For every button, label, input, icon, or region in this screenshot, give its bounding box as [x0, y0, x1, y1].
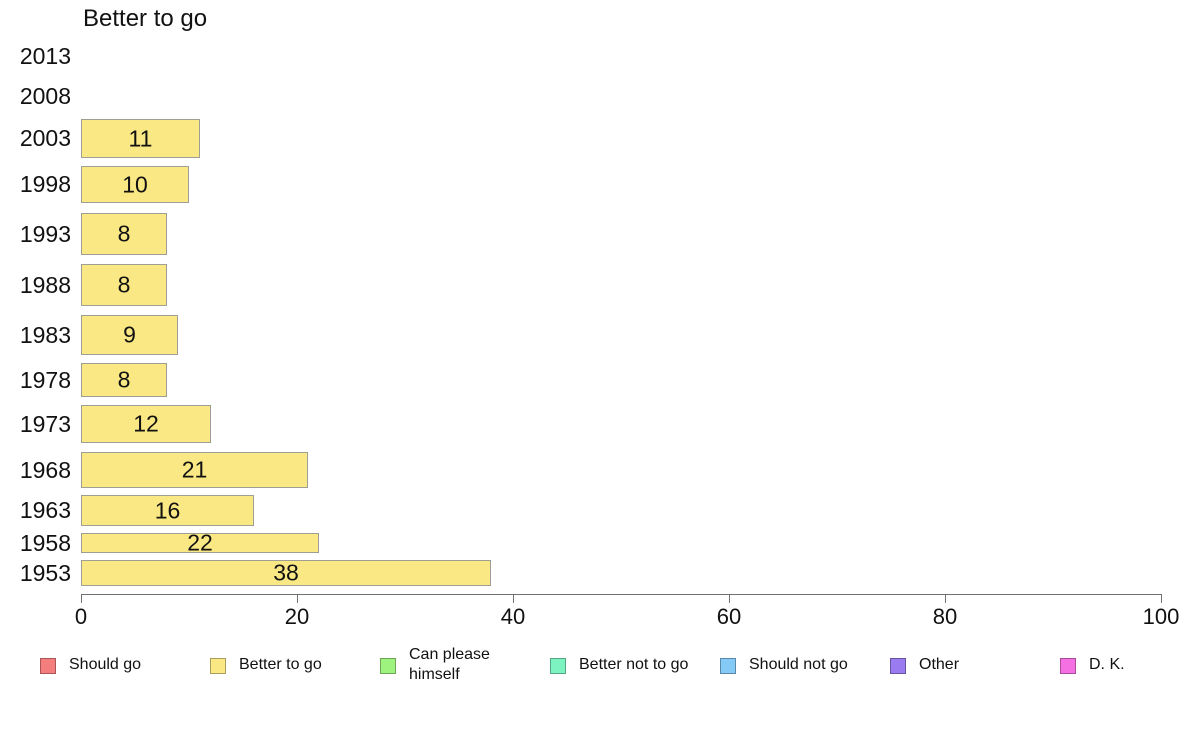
- x-axis-tick-label: 40: [500, 604, 526, 629]
- bar: 9: [81, 315, 178, 355]
- legend-label: D. K.: [1089, 655, 1125, 675]
- legend-label: Should go: [69, 655, 141, 675]
- x-axis-tick: [729, 594, 730, 603]
- y-axis-label: 1993: [19, 220, 71, 247]
- y-axis-label: 2008: [19, 82, 71, 109]
- bar: 22: [81, 529, 319, 556]
- bar-value-label: 38: [273, 559, 299, 586]
- bar: 10: [81, 166, 189, 203]
- legend-swatch: [720, 658, 736, 674]
- y-axis-label: 1983: [19, 321, 71, 348]
- legend-label-line: Better to go: [239, 656, 322, 673]
- legend-label-line: Better not to go: [579, 656, 689, 673]
- y-axis-label: 2003: [19, 125, 71, 151]
- y-axis-label: 1968: [19, 456, 71, 483]
- x-axis-tick-label: 20: [284, 604, 310, 629]
- bar: 11: [81, 119, 200, 158]
- bar: 8: [81, 264, 167, 306]
- y-axis-label: 1998: [19, 171, 71, 197]
- legend-label: Other: [919, 655, 959, 675]
- bar-value-label: 12: [133, 410, 159, 437]
- x-axis-tick: [513, 594, 514, 603]
- bar: 21: [81, 452, 308, 488]
- bar-value-label: 22: [187, 529, 213, 556]
- legend-label-line: Other: [919, 656, 960, 673]
- legend-label-line: Can please: [409, 646, 490, 663]
- x-axis-tick-label: 0: [74, 604, 88, 629]
- y-axis-label: 1988: [19, 271, 71, 298]
- bar: 12: [81, 405, 211, 443]
- y-axis-label: 1978: [19, 366, 71, 393]
- chart-title: Better to go: [83, 5, 208, 32]
- legend-label: Better to go: [239, 655, 322, 675]
- legend-swatch: [1060, 658, 1076, 674]
- legend-label: Better not to go: [579, 655, 688, 675]
- y-axis-label: 1958: [19, 529, 71, 556]
- bar-value-label: 11: [128, 125, 153, 151]
- bar: 8: [81, 213, 167, 255]
- bar: 38: [81, 560, 491, 586]
- legend-swatch: [40, 658, 56, 674]
- bar-value-label: 8: [117, 220, 131, 247]
- bar-value-label: 21: [181, 456, 208, 483]
- bar: 8: [81, 363, 167, 397]
- y-axis-label: 1953: [19, 559, 71, 586]
- legend-label: Should not go: [749, 655, 848, 675]
- x-axis-tick-label: 60: [716, 604, 742, 629]
- y-axis-label: 1973: [19, 410, 71, 437]
- x-axis-tick-label: 80: [932, 604, 958, 629]
- legend-label-line: himself: [409, 666, 460, 683]
- bar-value-label: 8: [117, 366, 131, 393]
- legend-swatch: [550, 658, 566, 674]
- legend-label-line: Should not go: [749, 656, 848, 673]
- bar-value-label: 10: [122, 171, 148, 197]
- legend-label-line: Should go: [69, 656, 142, 673]
- y-axis-label: 2013: [19, 42, 71, 69]
- legend-swatch: [890, 658, 906, 674]
- bar-value-label: 9: [123, 321, 136, 348]
- legend-swatch: [380, 658, 396, 674]
- legend-label: Can please himself: [409, 645, 490, 685]
- legend-swatch: [210, 658, 226, 674]
- x-axis-line: [81, 594, 1162, 595]
- x-axis-tick: [297, 594, 298, 603]
- x-axis-tick: [81, 594, 82, 603]
- y-axis-label: 1963: [19, 497, 71, 523]
- x-axis-tick: [1161, 594, 1162, 603]
- x-axis-tick-label: 100: [1142, 604, 1180, 629]
- legend-label-line: D. K.: [1089, 656, 1125, 673]
- x-axis-tick: [945, 594, 946, 603]
- bar: 16: [81, 495, 254, 526]
- bar-value-label: 16: [154, 497, 181, 523]
- bar-value-label: 8: [117, 271, 131, 298]
